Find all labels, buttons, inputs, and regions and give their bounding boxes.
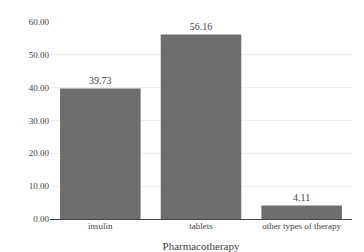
svg-text:0.00: 0.00: [33, 214, 49, 224]
svg-text:Pharmacotherapy: Pharmacotherapy: [163, 240, 240, 252]
svg-text:39.73: 39.73: [89, 75, 112, 86]
svg-text:tablets: tablets: [189, 221, 213, 231]
svg-text:4.11: 4.11: [293, 192, 310, 203]
svg-text:other types of therapy: other types of therapy: [262, 221, 341, 231]
svg-text:10.00: 10.00: [29, 181, 50, 191]
svg-text:30.00: 30.00: [29, 116, 50, 126]
svg-text:20.00: 20.00: [29, 148, 50, 158]
svg-text:50.00: 50.00: [29, 50, 50, 60]
svg-text:40.00: 40.00: [29, 83, 50, 93]
svg-text:60.00: 60.00: [29, 17, 50, 27]
svg-text:56.16: 56.16: [190, 21, 213, 32]
svg-text:insulin: insulin: [88, 221, 113, 231]
